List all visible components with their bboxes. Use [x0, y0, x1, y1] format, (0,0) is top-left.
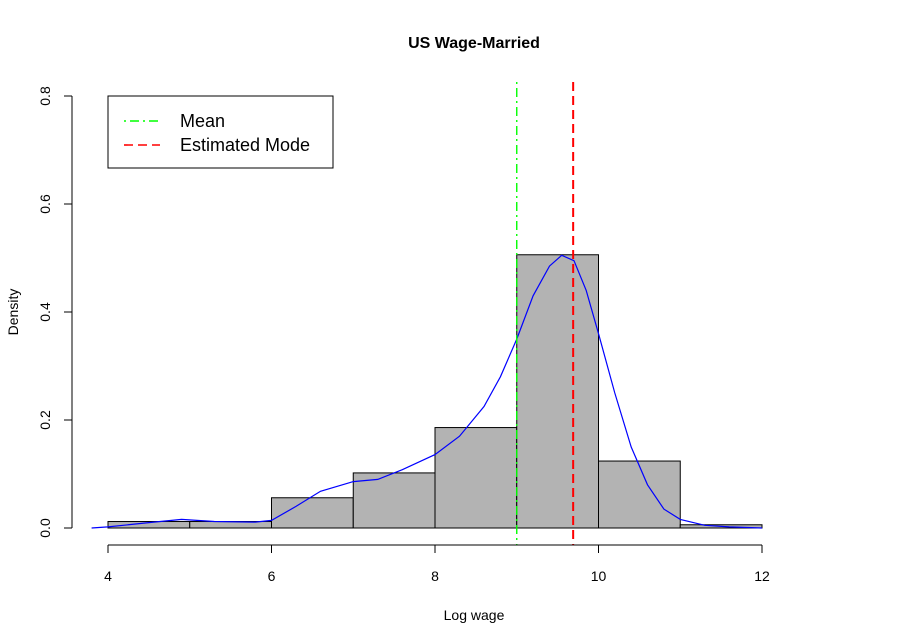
- vertical-lines-layer: [516, 82, 575, 545]
- x-tick-label: 8: [431, 568, 439, 584]
- x-tick-label: 4: [104, 568, 112, 584]
- density-curve-layer: [91, 254, 763, 529]
- x-axis-label: Log wage: [444, 607, 505, 623]
- x-tick-label: 12: [754, 568, 770, 584]
- chart-title: US Wage-Married: [408, 35, 540, 52]
- legend-label-1: Mean: [180, 111, 225, 131]
- histogram-bar-6: [516, 254, 599, 529]
- density-curve: [91, 254, 763, 529]
- histogram-bar-7: [598, 460, 681, 529]
- x-tick-label: 6: [268, 568, 276, 584]
- histogram-bars: [107, 254, 763, 529]
- legend-box: [107, 95, 334, 169]
- y-tick-label: 0.0: [37, 518, 53, 538]
- y-tick-label: 0.2: [37, 410, 53, 430]
- y-axis: 0.0 0.2 0.4 0.6 0.8: [37, 86, 73, 538]
- histogram-bar-5: [434, 427, 518, 529]
- legend: Mean Estimated Mode: [107, 95, 334, 169]
- x-axis: 4 6 8 10 12: [104, 544, 770, 584]
- histogram-bar-4: [352, 472, 436, 529]
- y-axis-label: Density: [5, 289, 21, 336]
- y-tick-label: 0.8: [37, 86, 53, 106]
- legend-label-2: Estimated Mode: [180, 135, 310, 155]
- histogram-bar-2: [189, 521, 272, 529]
- x-tick-label: 10: [591, 568, 607, 584]
- y-tick-label: 0.4: [37, 302, 53, 322]
- y-tick-label: 0.6: [37, 194, 53, 214]
